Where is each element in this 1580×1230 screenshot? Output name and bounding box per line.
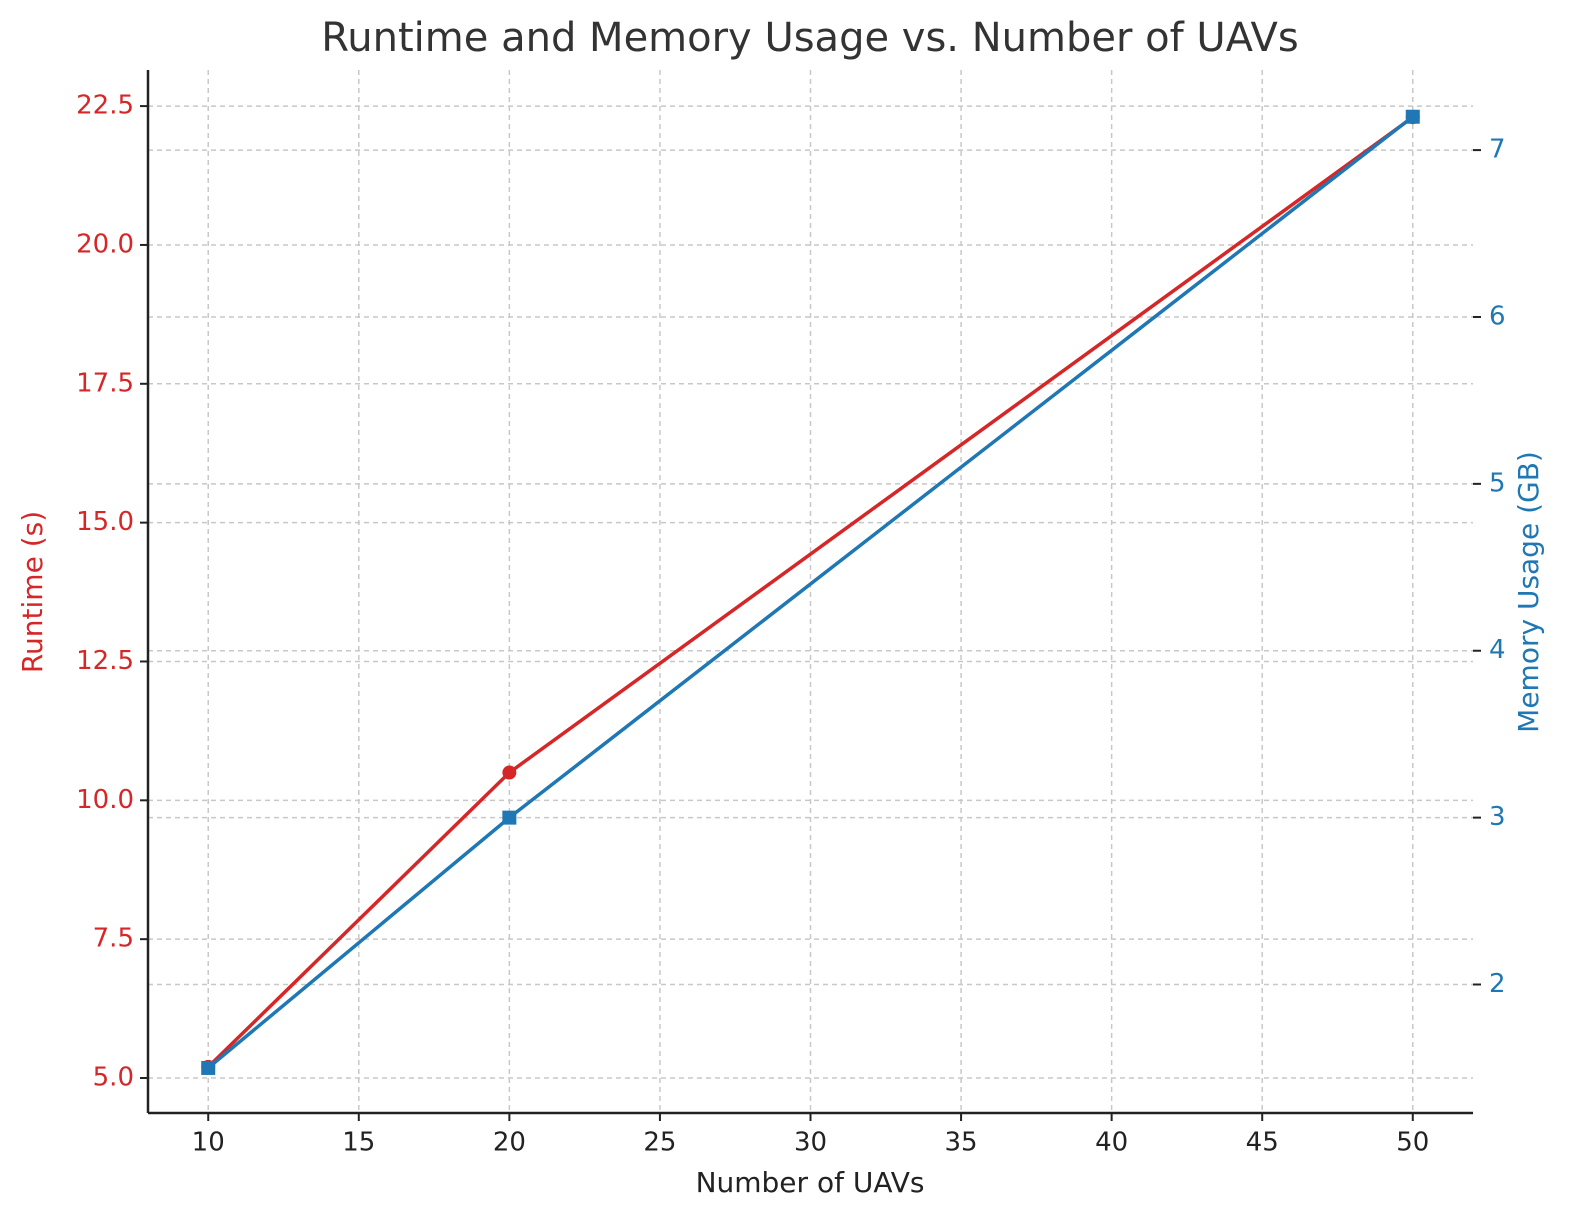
x-tick-label: 35: [945, 1128, 978, 1158]
x-tick-label: 40: [1095, 1128, 1128, 1158]
y-tick-label: 15.0: [76, 507, 134, 537]
x-tick-label: 20: [493, 1128, 526, 1158]
y-tick-label: 20.0: [76, 229, 134, 259]
y2-tick-label: 5: [1489, 468, 1506, 498]
marker: [502, 810, 517, 825]
x-tick-label: 45: [1246, 1128, 1279, 1158]
x-tick-label: 30: [794, 1128, 827, 1158]
marker: [502, 765, 517, 780]
x-tick-label: 15: [342, 1128, 375, 1158]
y2-tick-label: 7: [1489, 135, 1506, 165]
y2-axis-label: Memory Usage (GB): [1512, 451, 1545, 733]
y2-tick-label: 4: [1489, 635, 1506, 665]
y2-tick-label: 6: [1489, 301, 1506, 331]
y-tick-label: 10.0: [76, 785, 134, 815]
y-tick-label: 17.5: [76, 368, 134, 398]
x-tick-label: 10: [192, 1128, 225, 1158]
y2-tick-label: 3: [1489, 802, 1506, 832]
marker: [1405, 109, 1420, 124]
x-axis-label: Number of UAVs: [696, 1166, 925, 1199]
y-tick-label: 22.5: [76, 91, 134, 121]
y-axis-label: Runtime (s): [16, 511, 49, 673]
y-tick-label: 7.5: [93, 924, 134, 954]
y2-tick-label: 2: [1489, 969, 1506, 999]
marker: [201, 1060, 216, 1075]
y-tick-label: 12.5: [76, 646, 134, 676]
chart-title: Runtime and Memory Usage vs. Number of U…: [321, 15, 1298, 61]
x-tick-label: 25: [643, 1128, 676, 1158]
y-tick-label: 5.0: [93, 1063, 134, 1093]
x-tick-label: 50: [1396, 1128, 1429, 1158]
